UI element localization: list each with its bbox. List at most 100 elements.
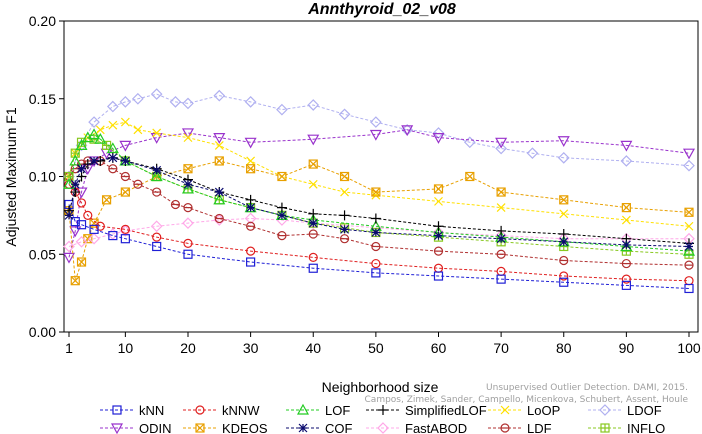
data-point	[465, 172, 475, 181]
data-point	[339, 171, 350, 182]
data-point	[182, 97, 194, 110]
data-point	[433, 271, 444, 281]
data-point	[599, 404, 611, 416]
data-point	[620, 155, 633, 167]
series-line	[68, 121, 690, 227]
data-point	[119, 225, 132, 237]
data-point	[75, 139, 88, 150]
legend-item-loop: LoOP	[488, 403, 560, 418]
data-point	[69, 154, 82, 166]
data-point	[95, 125, 105, 135]
x-tick-label: 70	[493, 340, 509, 356]
legend-label: LOF	[325, 403, 350, 418]
legend-label: LDF	[527, 421, 552, 434]
legend-item-ldof: LDOF	[588, 403, 662, 418]
data-point	[181, 128, 195, 140]
data-point	[70, 276, 80, 286]
data-point	[296, 403, 310, 415]
x-tick-label: 1	[65, 340, 73, 356]
data-point	[371, 187, 381, 197]
data-point	[621, 215, 631, 225]
data-point	[371, 190, 381, 200]
data-point	[433, 221, 444, 232]
legend-item-ldf: LDF	[488, 421, 552, 434]
data-point	[276, 103, 288, 116]
data-point	[246, 257, 256, 267]
series-layer	[62, 88, 696, 294]
data-point	[183, 179, 193, 189]
data-point	[684, 242, 694, 251]
data-point	[559, 237, 569, 247]
data-point	[401, 125, 414, 137]
data-point	[183, 164, 193, 174]
data-point	[434, 231, 443, 241]
data-point	[559, 209, 569, 219]
legend-item-fastabod: FastABOD	[366, 421, 467, 434]
series-cof	[64, 153, 694, 251]
data-point	[620, 140, 633, 152]
data-point	[77, 164, 86, 174]
legend-item-inflo: INFLO	[588, 421, 665, 434]
data-point	[298, 423, 308, 433]
data-point	[495, 142, 507, 155]
data-point	[183, 238, 193, 248]
data-point	[75, 235, 88, 248]
data-point	[152, 232, 162, 242]
y-tick-label: 0.00	[29, 324, 56, 340]
data-point	[308, 159, 318, 169]
data-point	[682, 148, 696, 160]
data-point	[558, 229, 569, 240]
data-point	[88, 116, 100, 128]
data-point	[102, 195, 112, 205]
data-point	[377, 422, 389, 434]
data-point	[83, 234, 93, 244]
data-point	[95, 221, 105, 231]
legend-item-knnw: kNNW	[183, 403, 260, 418]
x-tick-label: 60	[431, 340, 447, 356]
data-point	[69, 226, 82, 238]
data-point	[62, 252, 76, 264]
data-point	[340, 187, 349, 197]
data-point	[601, 424, 609, 432]
data-point	[181, 182, 195, 194]
y-tick-label: 0.10	[29, 169, 56, 185]
data-point	[685, 250, 693, 259]
legend-label: INFLO	[627, 421, 665, 434]
data-point	[70, 179, 80, 189]
data-point	[112, 405, 122, 415]
data-point	[214, 156, 224, 166]
data-point	[621, 274, 631, 284]
data-point	[559, 195, 569, 205]
data-point	[432, 133, 445, 144]
data-point	[88, 232, 100, 245]
y-tick-label: 0.20	[29, 13, 56, 29]
x-tick-label: 10	[118, 340, 134, 356]
legend-item-knn: kNN	[100, 403, 164, 418]
data-point	[88, 128, 101, 140]
data-point	[496, 203, 506, 213]
data-point	[110, 423, 124, 434]
data-point	[89, 224, 99, 234]
data-point	[307, 99, 320, 111]
data-point	[433, 184, 444, 194]
series-knn	[64, 199, 694, 294]
data-point	[76, 220, 87, 230]
data-point	[214, 140, 224, 150]
data-point	[277, 210, 287, 220]
data-point	[195, 423, 205, 433]
data-point	[106, 142, 119, 154]
series-ldof	[63, 88, 695, 183]
data-point	[684, 207, 694, 217]
legend-label: ODIN	[139, 421, 172, 434]
legend-item-odin: ODIN	[100, 421, 172, 434]
y-axis-label: Adjusted Maximum F1	[3, 107, 19, 246]
data-point	[108, 153, 118, 163]
data-point	[246, 164, 256, 174]
data-point	[277, 171, 287, 182]
data-point	[308, 208, 319, 219]
data-point	[89, 156, 99, 166]
data-point	[195, 405, 205, 415]
data-point	[338, 108, 351, 121]
legend-label: COF	[325, 421, 353, 434]
data-point	[150, 220, 163, 233]
